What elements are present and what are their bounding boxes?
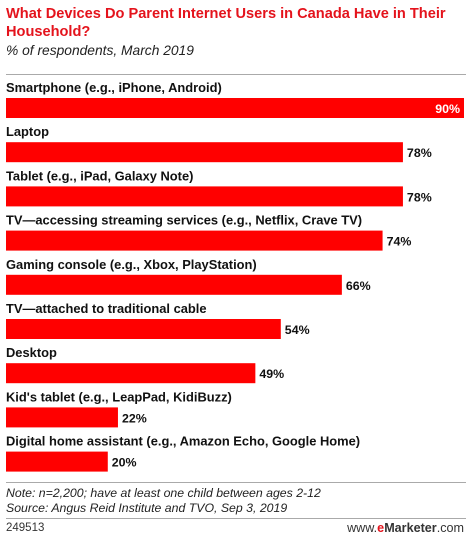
value-label: 22% [122,411,147,425]
chart-subtitle: % of respondents, March 2019 [6,43,194,58]
chart-id: 249513 [6,522,45,534]
bar [6,451,108,472]
value-label: 74% [387,235,412,249]
brand-prefix: www. [347,521,378,535]
bar [6,142,403,163]
bar-chart: Smartphone (e.g., iPhone, Android) 90% Lap… [6,80,464,472]
footnote: Note: n=2,200; have at least one child b… [6,486,321,500]
bar [6,363,256,384]
brand-e: e [377,521,385,535]
value-label: 78% [407,190,432,204]
category-label: Kid's tablet (e.g., LeapPad, KidiBuzz) [6,389,232,404]
category-label: Gaming console (e.g., Xbox, PlayStation) [6,257,257,272]
category-label: Smartphone (e.g., iPhone, Android) [6,80,222,95]
bar [6,98,464,118]
footer-divider [6,518,466,519]
category-label: TV—attached to traditional cable [6,301,207,316]
value-label: 49% [259,367,284,381]
category-label: Digital home assistant (e.g., Amazon Ech… [6,434,360,449]
value-label: 20% [112,456,137,470]
bar [6,230,383,251]
value-label: 78% [407,146,432,160]
brand-name: Marketer [384,521,437,535]
category-label: TV—accessing streaming services (e.g., N… [6,213,362,228]
emarketer-logo[interactable]: www.eMarketer.com [347,521,464,535]
chart-title: What Devices Do Parent Internet Users in… [6,6,446,40]
category-label: Desktop [6,345,57,360]
value-label: 90% [435,102,460,116]
bar [6,274,342,295]
top-divider [6,74,466,75]
category-label: Tablet (e.g., iPad, Galaxy Note) [6,168,193,183]
brand-suffix: .com [436,521,464,535]
bar [6,186,403,207]
value-label: 66% [346,279,371,293]
bar [6,407,118,428]
bar [6,319,281,339]
chart-header: What Devices Do Parent Internet Users in… [6,5,466,60]
value-label: 54% [285,323,310,337]
bottom-divider [6,482,466,483]
source-note: Source: Angus Reid Institute and TVO, Se… [6,500,288,515]
chart-bottom-bar: 249513 www.eMarketer.com [6,520,466,536]
chart-footer: Note: n=2,200; have at least one child b… [6,486,466,515]
category-label: Laptop [6,124,49,139]
